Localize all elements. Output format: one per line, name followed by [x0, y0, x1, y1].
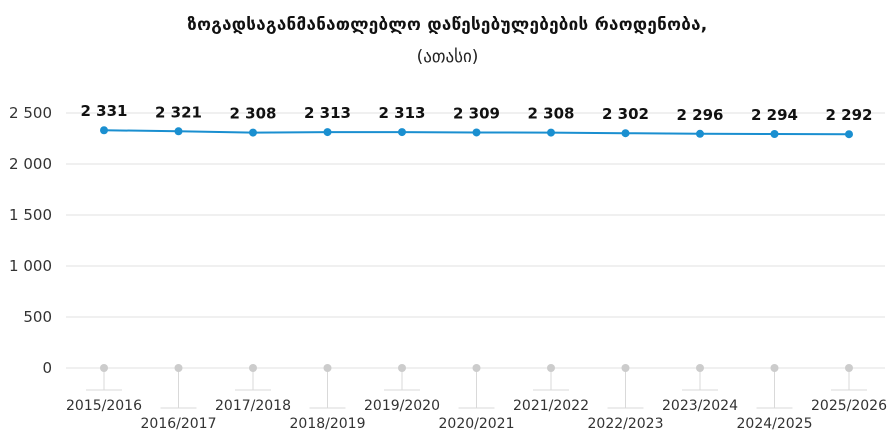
y-tick-label: 2 500 [9, 104, 52, 122]
baseline-marker [398, 364, 406, 372]
data-label: 2 313 [304, 104, 351, 122]
baseline-marker [770, 364, 779, 372]
x-tick-label: 2023/2024 [662, 398, 738, 414]
data-point [323, 128, 332, 137]
y-tick-label: 500 [23, 308, 52, 326]
baseline-marker [472, 364, 481, 372]
data-point [100, 126, 108, 135]
x-tick-label: 2020/2021 [439, 416, 515, 432]
data-label: 2 308 [230, 105, 277, 123]
data-point [547, 128, 555, 137]
x-tick-label: 2021/2022 [513, 398, 589, 414]
y-tick-label: 2 000 [9, 155, 52, 173]
data-label: 2 302 [602, 105, 649, 123]
data-point [845, 130, 853, 139]
baseline-marker [696, 364, 704, 372]
data-label: 2 294 [751, 106, 798, 124]
baseline-marker [249, 364, 257, 372]
x-tick-label: 2022/2023 [588, 416, 664, 432]
baseline-marker [100, 364, 108, 372]
y-tick-label: 1 500 [9, 206, 52, 224]
data-point [398, 128, 406, 137]
baseline-marker [621, 364, 630, 372]
data-label: 2 331 [81, 102, 128, 120]
baseline-marker [845, 364, 853, 372]
data-point [174, 127, 183, 136]
data-point [249, 128, 257, 137]
chart-subtitle: (ათასი) [416, 47, 479, 67]
x-tick-label: 2016/2017 [141, 416, 217, 432]
y-tick-label: 1 000 [9, 257, 52, 275]
x-tick-label: 2017/2018 [215, 398, 291, 414]
x-tick-label: 2018/2019 [290, 416, 366, 432]
data-label: 2 292 [826, 106, 873, 124]
baseline-marker [323, 364, 332, 372]
data-label: 2 308 [528, 105, 575, 123]
y-tick-label: 0 [42, 359, 52, 377]
baseline-marker [174, 364, 183, 372]
chart-title: ზოგადსაგანმანათლებლო დაწესებულებების რაო… [187, 15, 708, 35]
data-label: 2 321 [155, 103, 202, 121]
data-point [696, 129, 704, 138]
x-tick-label: 2019/2020 [364, 398, 440, 414]
data-point [472, 128, 481, 137]
x-tick-label: 2025/2026 [811, 398, 887, 414]
x-tick-label: 2015/2016 [66, 398, 142, 414]
data-label: 2 296 [677, 106, 724, 124]
data-point [770, 130, 779, 139]
baseline-marker [547, 364, 555, 372]
x-tick-label: 2024/2025 [737, 416, 813, 432]
data-label: 2 309 [453, 104, 500, 122]
data-label: 2 313 [379, 104, 426, 122]
data-point [621, 129, 630, 138]
